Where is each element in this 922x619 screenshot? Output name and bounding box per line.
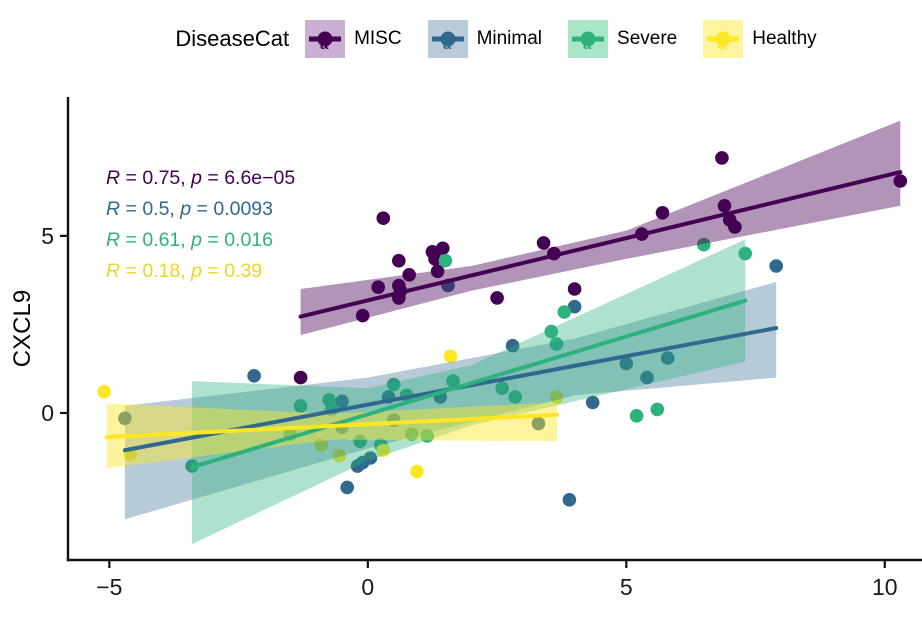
data-point: [446, 374, 460, 388]
data-point: [660, 351, 675, 365]
legend-key-glyph-icon: a: [703, 20, 744, 58]
data-point: [549, 390, 564, 404]
data-point: [531, 416, 546, 431]
data-point: [738, 246, 752, 261]
legend-item-label: MISC: [354, 28, 402, 49]
points-severe: [185, 237, 752, 473]
data-point: [536, 236, 551, 250]
data-point: [893, 174, 908, 188]
data-point: [314, 438, 329, 452]
regression-line-severe: [190, 298, 748, 470]
data-point: [490, 291, 504, 305]
y-tick-label: 0: [41, 400, 54, 426]
legend: DiseaseCat aMISCaMinimalaSevereaHealthy: [0, 8, 922, 70]
data-point: [371, 280, 386, 295]
data-point: [376, 211, 391, 225]
regression-line-healthy: [104, 412, 559, 440]
confidence-band-misc: [300, 120, 901, 336]
x-tick-label: −5: [96, 574, 122, 600]
y-axis-title: CXCL9: [9, 290, 36, 367]
data-point: [505, 338, 520, 353]
data-point: [405, 427, 419, 442]
data-point: [363, 451, 378, 465]
data-point: [655, 206, 670, 220]
legend-item-label: Minimal: [476, 28, 543, 49]
stat-annotation-minimal: R = 0.5, p = 0.0093: [106, 198, 273, 220]
legend-key-swatch: a: [568, 20, 609, 58]
stat-annotation-misc: R = 0.75, p = 6.6e−05: [106, 167, 295, 189]
x-tick-label: 10: [872, 574, 898, 600]
stat-annotation-severe: R = 0.61, p = 0.016: [106, 229, 273, 251]
data-point: [355, 308, 370, 323]
data-point: [376, 443, 391, 458]
legend-key-glyph-icon: a: [568, 20, 609, 58]
data-point: [640, 370, 654, 385]
data-point: [247, 369, 261, 383]
data-point: [443, 349, 458, 364]
data-point: [697, 237, 711, 252]
legend-item-label: Severe: [617, 28, 678, 49]
legend-item-misc: a MISC: [305, 20, 402, 58]
legend-key-swatch: a: [703, 20, 744, 58]
data-point: [557, 305, 572, 319]
legend-item-healthy: a Healthy: [703, 20, 817, 58]
data-point: [428, 252, 442, 266]
legend-key-glyph-icon: a: [427, 20, 468, 58]
data-point: [495, 381, 510, 396]
legend-key-swatch: a: [427, 20, 468, 58]
data-point: [769, 259, 783, 273]
data-point: [650, 402, 665, 417]
data-point: [544, 324, 559, 339]
data-point: [728, 220, 742, 234]
data-point: [335, 394, 349, 409]
legend-item-label: Healthy: [752, 28, 817, 49]
data-point: [402, 268, 417, 282]
data-point: [332, 448, 347, 463]
data-point: [619, 356, 634, 371]
data-point: [567, 299, 582, 314]
legend-item-severe: a Severe: [568, 20, 677, 58]
data-point: [410, 464, 424, 479]
plot-area: [97, 120, 908, 545]
data-point: [420, 429, 435, 443]
data-point: [392, 253, 406, 268]
legend-title: DiseaseCat: [175, 26, 290, 51]
x-tick-label: 5: [620, 574, 633, 600]
data-point: [97, 384, 111, 399]
data-point: [436, 241, 450, 256]
data-point: [438, 253, 453, 268]
data-point: [430, 264, 445, 279]
data-point: [508, 390, 522, 404]
legend-item-minimal: a Minimal: [427, 20, 543, 58]
data-point: [340, 480, 355, 495]
x-tick-label: 0: [361, 574, 374, 600]
data-point: [118, 411, 132, 426]
legend-key-glyph-icon: a: [305, 20, 346, 58]
data-point: [585, 395, 600, 410]
confidence-band-severe: [192, 239, 746, 545]
points-misc: [293, 151, 908, 385]
regression-line-misc: [298, 170, 903, 319]
data-point: [629, 409, 644, 423]
data-point: [562, 493, 577, 507]
data-point: [293, 370, 308, 385]
correlation-annotations: R = 0.75, p = 6.6e−05 R = 0.5, p = 0.0093…: [106, 167, 295, 282]
data-point: [293, 399, 308, 413]
data-point: [567, 282, 582, 296]
stat-annotation-healthy: R = 0.18, p = 0.39: [106, 260, 262, 282]
axes: −5 0 5 10 0 5 CXCL9: [9, 97, 922, 600]
data-point: [549, 337, 564, 351]
legend-key-swatch: a: [305, 20, 346, 58]
y-tick-label: 5: [41, 223, 54, 249]
data-point: [717, 199, 732, 213]
data-point: [715, 151, 729, 165]
data-point: [353, 434, 367, 449]
data-point: [386, 377, 401, 392]
